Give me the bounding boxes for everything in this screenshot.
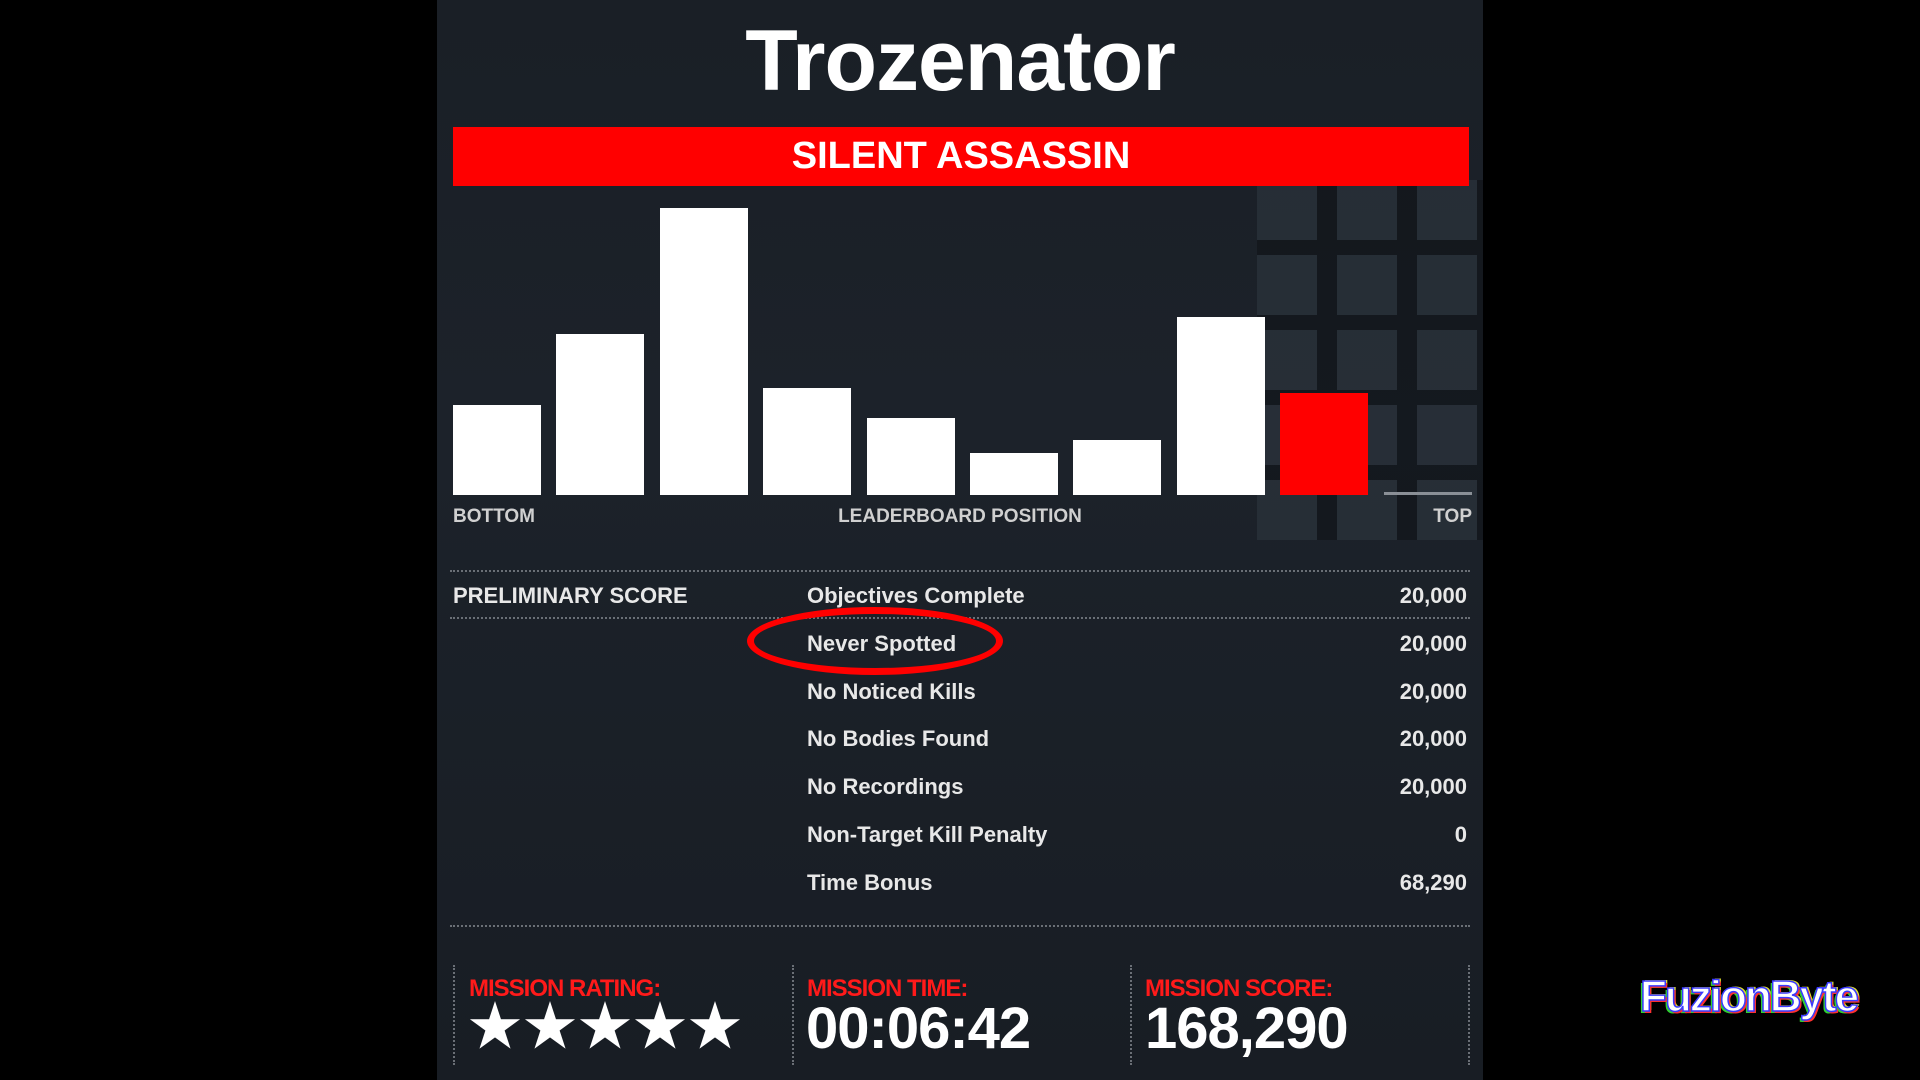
axis-label-title: LEADERBOARD POSITION xyxy=(838,506,1082,527)
score-row-value: 68,290 xyxy=(1399,869,1467,895)
player-name: Trozenator xyxy=(745,13,1176,109)
mission-rating-label: MISSION RATING: xyxy=(469,975,661,1002)
bar xyxy=(453,405,541,495)
score-row-name: No Recordings xyxy=(807,774,964,800)
bar-empty xyxy=(1383,492,1472,495)
score-row-value: 20,000 xyxy=(1399,583,1467,608)
divider xyxy=(792,965,794,1065)
score-row-name: No Noticed Kills xyxy=(807,678,976,704)
star-icon: ★ xyxy=(579,994,631,1059)
score-row-value: 20,000 xyxy=(1399,774,1467,800)
bar xyxy=(763,388,852,495)
divider xyxy=(1468,965,1470,1065)
rating-banner: SILENT ASSASSIN xyxy=(453,127,1469,186)
mission-time-value: 00:06:42 xyxy=(806,996,1031,1061)
highlight-circle xyxy=(747,607,1003,675)
score-row-name: Objectives Complete xyxy=(807,583,1025,608)
bar xyxy=(1073,440,1162,495)
score-row-value: 20,000 xyxy=(1399,630,1467,656)
star-icon: ★ xyxy=(469,994,521,1059)
star-icon: ★ xyxy=(634,994,686,1059)
divider xyxy=(453,965,455,1065)
bar xyxy=(1280,393,1369,495)
bar xyxy=(556,334,645,495)
divider xyxy=(450,925,1470,927)
score-row-value: 20,000 xyxy=(1399,726,1467,752)
bar xyxy=(659,208,748,495)
mission-score-value: 168,290 xyxy=(1145,996,1349,1061)
bar xyxy=(970,453,1058,495)
mission-rating-stars: ★★★★★ xyxy=(469,992,744,1060)
score-row-value: 0 xyxy=(1454,822,1467,847)
mission-score-label: MISSION SCORE: xyxy=(1145,975,1333,1002)
bar xyxy=(1176,317,1265,495)
star-icon: ★ xyxy=(689,994,741,1059)
background-window xyxy=(1257,180,1483,540)
score-row-value: 20,000 xyxy=(1399,678,1467,704)
preliminary-score-label: PRELIMINARY SCORE xyxy=(453,583,688,608)
score-row-name: Non-Target Kill Penalty xyxy=(807,822,1048,847)
score-row-name: No Bodies Found xyxy=(807,726,990,752)
star-icon: ★ xyxy=(524,994,576,1059)
divider xyxy=(1130,965,1132,1065)
mission-time-label: MISSION TIME: xyxy=(807,975,968,1002)
bar xyxy=(866,418,955,495)
score-row-name: Time Bonus xyxy=(807,869,933,895)
divider xyxy=(450,570,1470,572)
watermark-logo: FuzionByte xyxy=(1639,971,1860,1022)
axis-label-bottom: BOTTOM xyxy=(453,506,535,527)
axis-label-top: TOP xyxy=(1433,506,1472,527)
